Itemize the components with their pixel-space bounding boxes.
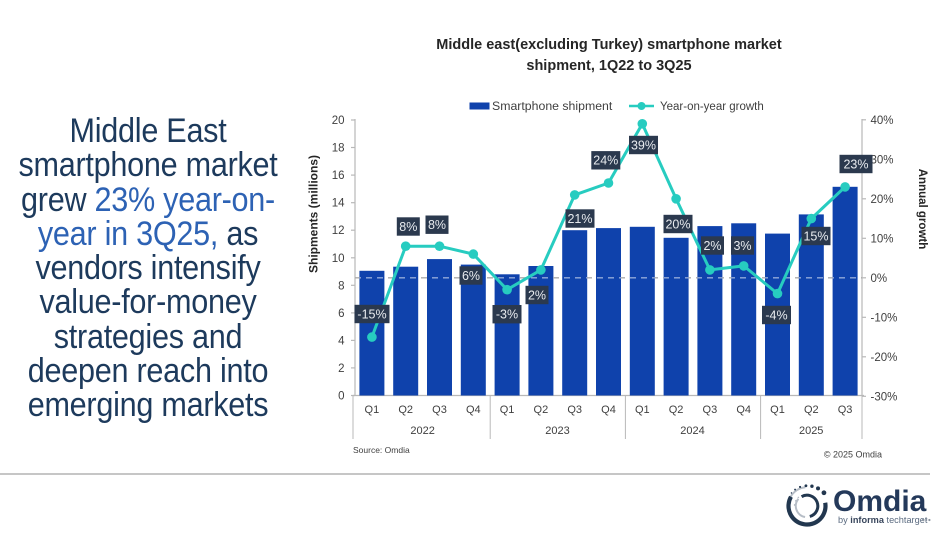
svg-text:2%: 2% — [528, 288, 546, 302]
svg-text:8: 8 — [338, 280, 344, 292]
svg-text:2024: 2024 — [680, 425, 704, 437]
svg-text:Q4: Q4 — [601, 404, 616, 416]
svg-text:30%: 30% — [871, 154, 894, 166]
svg-text:2025: 2025 — [799, 425, 823, 437]
svg-text:8%: 8% — [428, 218, 446, 232]
svg-text:2023: 2023 — [545, 425, 569, 437]
svg-text:shipment, 1Q22 to 3Q25: shipment, 1Q22 to 3Q25 — [526, 58, 691, 74]
svg-text:Q3: Q3 — [703, 404, 718, 416]
svg-text:21%: 21% — [567, 212, 592, 226]
svg-text:20%: 20% — [871, 194, 894, 206]
svg-text:0: 0 — [338, 391, 344, 403]
svg-text:Omdia: Omdia — [833, 485, 927, 518]
svg-text:Q4: Q4 — [736, 404, 751, 416]
svg-text:40%: 40% — [871, 115, 894, 127]
svg-text:14: 14 — [332, 198, 345, 210]
svg-text:6: 6 — [338, 308, 344, 320]
svg-text:-20%: -20% — [871, 352, 898, 364]
svg-text:-30%: -30% — [871, 391, 898, 403]
svg-text:24%: 24% — [593, 154, 618, 168]
svg-text:12: 12 — [332, 225, 345, 237]
svg-text:6%: 6% — [462, 269, 480, 283]
svg-text:15%: 15% — [803, 229, 828, 243]
svg-text:10%: 10% — [871, 233, 894, 245]
svg-text:3%: 3% — [733, 239, 751, 253]
svg-text:18: 18 — [332, 143, 345, 155]
svg-text:10: 10 — [332, 253, 345, 265]
svg-text:Q1: Q1 — [365, 404, 380, 416]
svg-text:2%: 2% — [703, 239, 721, 253]
svg-text:Year-on-year growth: Year-on-year growth — [660, 101, 764, 113]
svg-text:Q1: Q1 — [770, 404, 785, 416]
svg-text:Source: Omdia: Source: Omdia — [353, 445, 410, 455]
svg-text:16: 16 — [332, 170, 345, 182]
svg-text:20%: 20% — [665, 217, 690, 231]
svg-text:-3%: -3% — [496, 308, 518, 322]
svg-text:Q2: Q2 — [534, 404, 549, 416]
svg-text:Q1: Q1 — [500, 404, 515, 416]
svg-text:0%: 0% — [871, 273, 888, 285]
svg-text:-15%: -15% — [357, 307, 386, 321]
svg-text:Q3: Q3 — [432, 404, 447, 416]
svg-text:Q2: Q2 — [669, 404, 684, 416]
svg-text:8%: 8% — [399, 220, 417, 234]
svg-text:Q3: Q3 — [567, 404, 582, 416]
svg-text:Q2: Q2 — [804, 404, 819, 416]
svg-text:Middle east(excluding Turkey): Middle east(excluding Turkey) smartphone… — [436, 37, 782, 53]
svg-text:Smartphone shipment: Smartphone shipment — [492, 99, 613, 113]
svg-text:Annual growth: Annual growth — [916, 169, 928, 250]
svg-text:2022: 2022 — [410, 425, 434, 437]
svg-text:39%: 39% — [631, 138, 656, 152]
svg-text:23%: 23% — [843, 157, 868, 171]
svg-text:Q1: Q1 — [635, 404, 650, 416]
svg-text:Shipments (millions): Shipments (millions) — [307, 155, 321, 273]
svg-text:-4%: -4% — [765, 308, 787, 322]
svg-text:© 2025 Omdia: © 2025 Omdia — [824, 450, 882, 460]
svg-text:4: 4 — [338, 335, 345, 347]
svg-text:2: 2 — [338, 363, 344, 375]
svg-text:by informa techtarget: by informa techtarget — [838, 515, 928, 525]
svg-text:Q3: Q3 — [838, 404, 853, 416]
svg-text:Q2: Q2 — [398, 404, 413, 416]
svg-text:20: 20 — [332, 115, 345, 127]
svg-text:-10%: -10% — [871, 312, 898, 324]
svg-text:Q4: Q4 — [466, 404, 481, 416]
